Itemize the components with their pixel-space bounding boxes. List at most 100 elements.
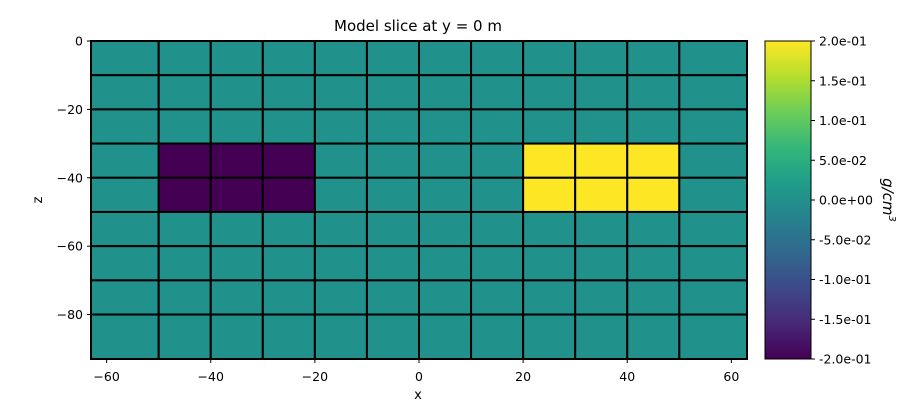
heatmap-cell (418, 279, 473, 316)
heatmap-cell (678, 74, 748, 111)
colorbar-tick-label: 1.5e-01 (819, 73, 867, 88)
heatmap-cell (261, 74, 316, 111)
heatmap-cell (678, 279, 748, 316)
heatmap-cell (678, 210, 748, 248)
heatmap-cell (574, 142, 629, 179)
heatmap-cell (157, 210, 212, 248)
heatmap-cell (209, 313, 264, 361)
heatmap-cell (365, 108, 420, 145)
x-tick-label: −40 (198, 369, 224, 384)
y-axis-ticks: 0 −20 −40 −60 −80 (57, 34, 91, 322)
heatmap-cell (90, 176, 160, 213)
y-tick-label: −80 (57, 307, 83, 322)
heatmap-cell (261, 279, 316, 316)
y-tick-label: 0 (75, 34, 83, 49)
heatmap-cell (678, 313, 748, 361)
heatmap-cell (626, 210, 681, 248)
heatmap-cell (418, 74, 473, 111)
heatmap-cell (261, 245, 316, 282)
colorbar-tick-label: 2.0e-01 (819, 34, 867, 49)
plot-area (90, 40, 748, 361)
heatmap-cell (157, 74, 212, 111)
heatmap-cell (574, 279, 629, 316)
heatmap-cell (157, 245, 212, 282)
x-tick-label: −60 (93, 369, 119, 384)
heatmap-cell (261, 210, 316, 248)
heatmap-cell (90, 279, 160, 316)
heatmap-cell (261, 313, 316, 361)
heatmap-cell (90, 40, 160, 77)
heatmap-cell (574, 108, 629, 145)
heatmap-cell (313, 40, 368, 77)
heatmap-cell (626, 313, 681, 361)
heatmap-cell (157, 176, 212, 213)
colorbar-label-exponent: 3 (886, 216, 897, 222)
y-tick-label: −40 (57, 170, 83, 185)
heatmap-cell (678, 245, 748, 282)
heatmap-cell (574, 210, 629, 248)
heatmap-cell (678, 108, 748, 145)
heatmap-cell (470, 40, 525, 77)
heatmap-cell (365, 313, 420, 361)
heatmap-cell (574, 40, 629, 77)
heatmap-cell (418, 210, 473, 248)
heatmap-cell (157, 279, 212, 316)
heatmap-cell (261, 108, 316, 145)
heatmap-cell (365, 210, 420, 248)
heatmap-cell (574, 313, 629, 361)
heatmap-cell (209, 142, 264, 179)
heatmap-cell (678, 40, 748, 77)
heatmap-cell (209, 74, 264, 111)
heatmap-cell (574, 176, 629, 213)
heatmap-cell (470, 245, 525, 282)
heatmap-cell (626, 245, 681, 282)
colorbar-label-base: g/cm (879, 178, 897, 215)
heatmap-cell (90, 313, 160, 361)
heatmap-cell (470, 108, 525, 145)
heatmap-cell (418, 142, 473, 179)
heatmap-cell (313, 74, 368, 111)
colorbar-tick-label: 1.0e-01 (819, 113, 867, 128)
heatmap-cell (313, 245, 368, 282)
heatmap-cell (418, 176, 473, 213)
heatmap-cell (261, 40, 316, 77)
heatmap-cell (313, 279, 368, 316)
heatmap-cell (522, 210, 577, 248)
x-axis-ticks: −60 −40 −20 0 20 40 60 (93, 359, 739, 384)
heatmap-cell (470, 210, 525, 248)
colorbar-tick-label: 5.0e-02 (819, 153, 867, 168)
heatmap-cell (313, 210, 368, 248)
chart-title: Model slice at y = 0 m (334, 17, 502, 35)
heatmap-cell (209, 108, 264, 145)
y-tick-label: −20 (57, 102, 83, 117)
heatmap-cell (157, 142, 212, 179)
colorbar-tick-label: -1.5e-01 (819, 312, 872, 327)
heatmap-cell (522, 279, 577, 316)
heatmap-cell (626, 142, 681, 179)
heatmap-cell (365, 176, 420, 213)
heatmap-cell (522, 142, 577, 179)
heatmap-cell (209, 279, 264, 316)
heatmap-cell (90, 74, 160, 111)
heatmap-cell (470, 142, 525, 179)
heatmap-cell (418, 313, 473, 361)
heatmap-cell (522, 176, 577, 213)
heatmap-cell (418, 40, 473, 77)
heatmap-cell (365, 245, 420, 282)
heatmap-cell (522, 74, 577, 111)
heatmap-cell (522, 108, 577, 145)
y-tick-label: −60 (57, 239, 83, 254)
heatmap-cell (626, 176, 681, 213)
y-axis-label: z (31, 196, 46, 203)
heatmap-cell (209, 210, 264, 248)
heatmap-cell (365, 40, 420, 77)
heatmap-cell (157, 313, 212, 361)
heatmap-cell (90, 245, 160, 282)
heatmap-cell (470, 176, 525, 213)
colorbar-tick-label: -5.0e-02 (819, 232, 872, 247)
heatmap-cell (157, 108, 212, 145)
heatmap-cell (626, 279, 681, 316)
heatmap-cell (418, 245, 473, 282)
x-tick-label: −20 (302, 369, 328, 384)
